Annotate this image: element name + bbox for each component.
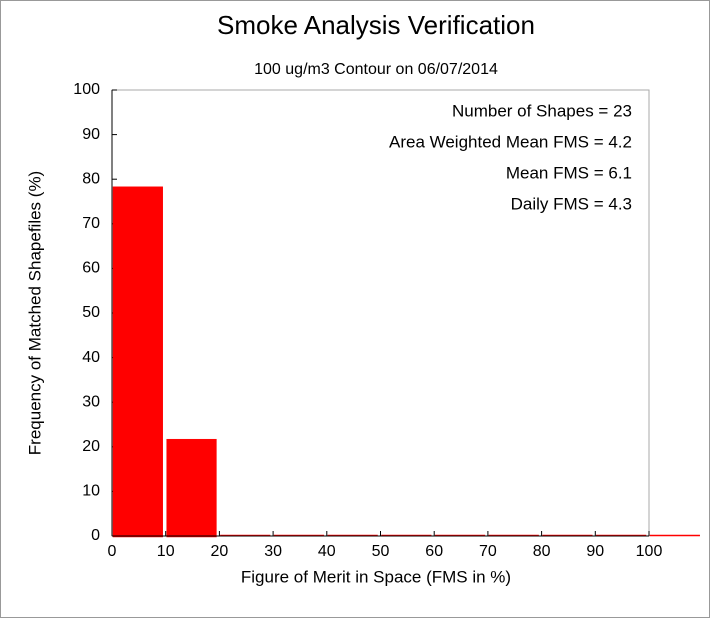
x-tick-label: 80 <box>533 543 551 560</box>
x-tick-label: 50 <box>372 543 390 560</box>
y-tick-label: 70 <box>82 215 100 232</box>
bar <box>649 534 700 537</box>
y-tick-label: 60 <box>82 260 100 277</box>
x-tick-label: 90 <box>586 543 604 560</box>
x-tick-label: 0 <box>108 543 117 560</box>
y-tick-label: 30 <box>82 393 100 410</box>
x-axis-label: Figure of Merit in Space (FMS in %) <box>241 567 511 586</box>
annotation: Number of Shapes = 23 <box>452 101 632 120</box>
x-tick-label: 70 <box>479 543 497 560</box>
y-tick-label: 10 <box>82 483 100 500</box>
x-tick-label: 100 <box>636 543 663 560</box>
y-tick-label: 90 <box>82 126 100 143</box>
chart-title: Smoke Analysis Verification <box>217 10 535 40</box>
y-tick-label: 50 <box>82 304 100 321</box>
x-tick-label: 30 <box>264 543 282 560</box>
x-tick-label: 10 <box>157 543 175 560</box>
y-tick-label: 80 <box>82 170 100 187</box>
annotation: Mean FMS = 6.1 <box>506 163 632 182</box>
x-tick-label: 60 <box>425 543 443 560</box>
x-tick-label: 20 <box>211 543 229 560</box>
y-axis-label: Frequency of Matched Shapefiles (%) <box>25 171 44 455</box>
y-tick-label: 0 <box>91 527 100 544</box>
annotation: Area Weighted Mean FMS = 4.2 <box>389 132 632 151</box>
bar <box>112 186 163 538</box>
y-tick-label: 100 <box>73 81 100 98</box>
annotation: Daily FMS = 4.3 <box>511 194 632 213</box>
x-tick-label: 40 <box>318 543 336 560</box>
y-tick-label: 40 <box>82 349 100 366</box>
bar <box>166 438 217 538</box>
chart-subtitle: 100 ug/m3 Contour on 06/07/2014 <box>254 61 498 78</box>
y-tick-label: 20 <box>82 438 100 455</box>
